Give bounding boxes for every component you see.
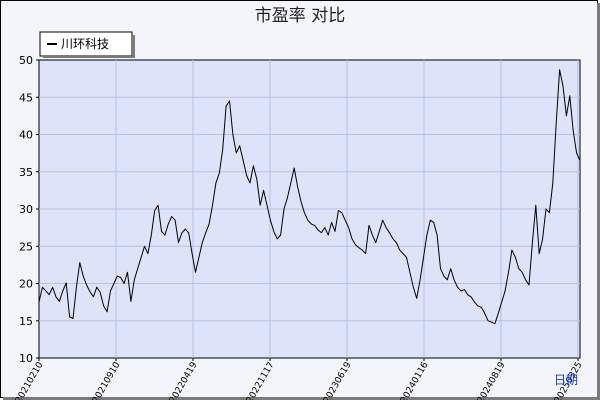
y-tick-label: 25 [19,240,33,253]
y-tick-label: 10 [19,352,33,365]
y-tick-label: 45 [19,91,33,104]
y-axis-ticks: 10 15 20 25 30 35 40 45 50 [19,54,39,365]
legend-shadow-right [133,35,135,58]
x-tick-label: 20210910 [91,360,123,400]
chart-title: 市盈率 对比 [255,6,345,26]
x-axis-label: 日期 [554,373,578,387]
y-tick-label: 50 [19,54,33,67]
y-tick-label: 40 [19,129,33,142]
x-axis-ticks: 20210210 20210910 20220419 20221117 20230619… [14,358,585,400]
legend-shadow-bottom [43,56,135,58]
x-tick-label: 20210210 [14,360,46,400]
x-tick-label: 20240819 [476,360,508,400]
legend: 川环科技 [39,31,135,58]
series-line-0 [38,69,581,325]
frame-shadow-right [597,3,600,400]
frame-shadow-bottom [3,397,600,400]
x-tick-label: 20240116 [399,360,431,400]
x-tick-label: 20221117 [245,361,277,400]
x-tick-label: 20220419 [168,360,200,400]
x-tick-label: 20230619 [322,360,354,400]
y-tick-label: 20 [19,278,33,291]
y-tick-label: 15 [19,315,33,328]
grid-lines [39,60,580,358]
series-layer [38,69,581,325]
legend-label: 川环科技 [61,37,109,51]
y-tick-label: 30 [19,203,33,216]
y-tick-label: 35 [19,166,33,179]
